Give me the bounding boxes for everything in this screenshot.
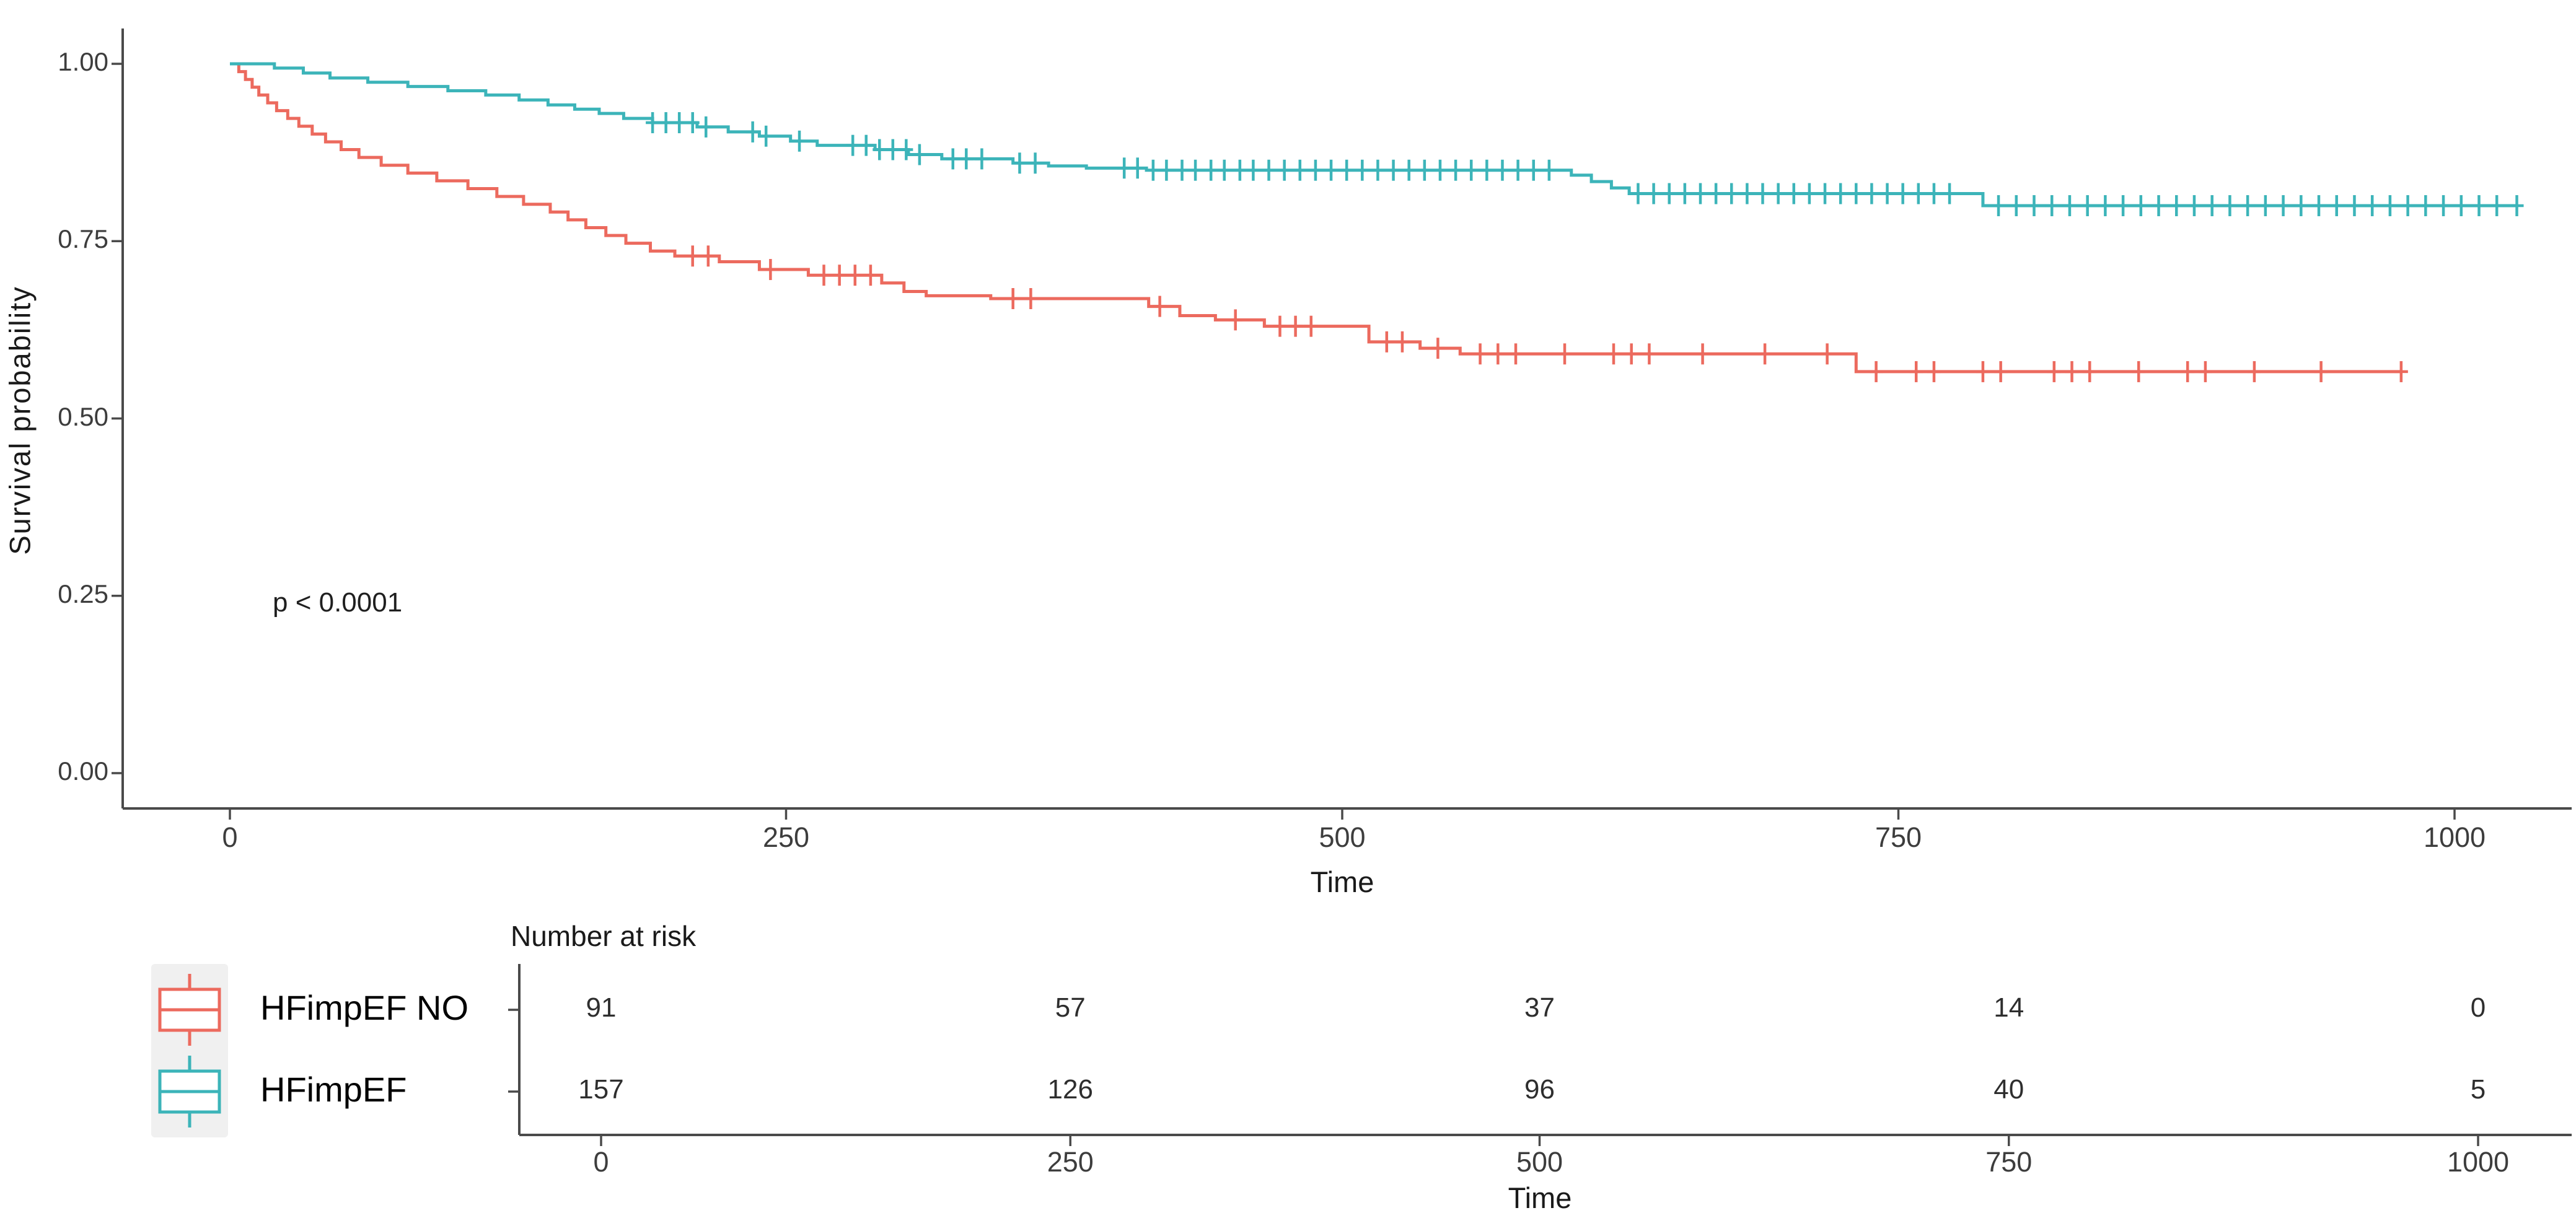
x-tick-label: 500 (1319, 821, 1366, 853)
p-value-annotation: p < 0.0001 (273, 587, 403, 618)
x-axis-title: Time (1310, 865, 1374, 898)
y-tick-label: 0.00 (58, 756, 108, 786)
risk-count: 14 (1994, 992, 2024, 1023)
legend-label-hfimpef: HFimpEF (260, 1070, 407, 1109)
risk-table-x-tick-label: 1000 (2446, 1146, 2510, 1178)
risk-table-x-tick-label: 750 (1985, 1146, 2033, 1178)
y-tick-label: 0.75 (58, 224, 108, 254)
x-tick-label: 250 (762, 821, 810, 853)
risk-table-x-axis-title: Time (1508, 1181, 1572, 1214)
risk-table-x-tick-label: 250 (1047, 1146, 1094, 1178)
x-tick-label: 1000 (2423, 821, 2486, 853)
x-tick-label: 750 (1875, 821, 1922, 853)
risk-count: 96 (1524, 1074, 1555, 1105)
risk-count: 5 (2470, 1074, 2486, 1105)
y-tick-label: 0.50 (58, 401, 108, 431)
risk-count: 57 (1055, 992, 1086, 1023)
survival-curve-hfimpef (230, 62, 2517, 208)
risk-count: 91 (586, 992, 617, 1023)
risk-count: 126 (1047, 1074, 1093, 1105)
risk-table-x-tick-label: 0 (593, 1146, 609, 1178)
legend-label-hfimpef-no: HFimpEF NO (260, 988, 468, 1027)
risk-table-x-tick-label: 500 (1516, 1146, 1563, 1178)
survival-curve-hfimpef-no (230, 62, 2401, 374)
y-tick-label: 1.00 (58, 47, 108, 76)
risk-count: 37 (1524, 992, 1555, 1023)
risk-table-title: Number at risk (511, 920, 697, 952)
y-tick-label: 0.25 (58, 579, 108, 608)
x-tick-label: 0 (222, 821, 238, 853)
risk-count: 40 (1994, 1074, 2024, 1105)
risk-count: 0 (2470, 992, 2486, 1023)
risk-count: 157 (578, 1074, 624, 1105)
